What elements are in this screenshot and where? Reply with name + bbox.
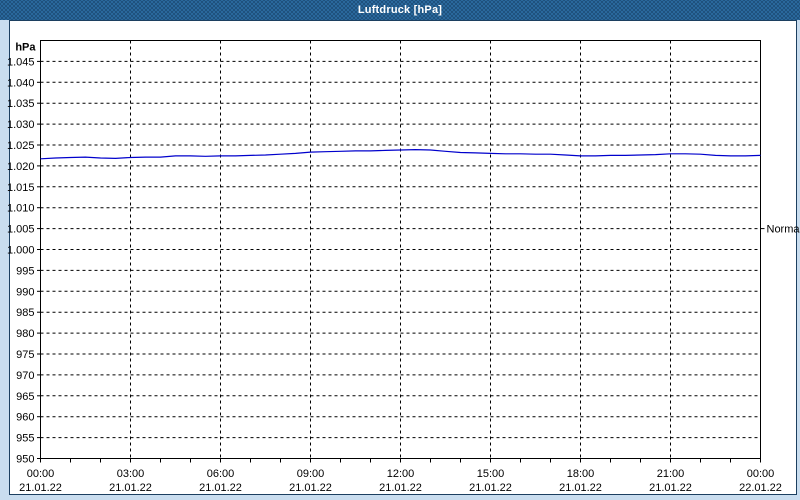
y-tick-label: 995 (16, 265, 34, 277)
x-tick-time-label: 15:00 (477, 468, 505, 480)
y-tick-label: 965 (16, 391, 34, 403)
y-tick-label: 990 (16, 286, 34, 298)
x-tick-time-label: 00:00 (747, 468, 775, 480)
y-tick-label: 1.010 (7, 203, 35, 215)
x-tick-date-label: 21.01.22 (559, 482, 602, 494)
x-tick-time-label: 00:00 (27, 468, 55, 480)
y-tick-label: 1.035 (7, 98, 35, 110)
normal-marker-label: Normal (767, 224, 800, 236)
x-tick-date-label: 22.01.22 (739, 482, 782, 494)
y-tick-label: 950 (16, 454, 34, 466)
y-tick-label: 985 (16, 307, 34, 319)
title-bar: Luftdruck [hPa] (0, 0, 800, 20)
y-tick-label: 955 (16, 433, 34, 445)
y-tick-label: 1.015 (7, 182, 35, 194)
y-tick-label: 1.020 (7, 161, 35, 173)
x-tick-time-label: 21:00 (657, 468, 685, 480)
x-tick-date-label: 21.01.22 (289, 482, 332, 494)
y-tick-label: 1.025 (7, 140, 35, 152)
x-tick-time-label: 12:00 (387, 468, 415, 480)
y-tick-label: 980 (16, 328, 34, 340)
y-tick-label: 970 (16, 370, 34, 382)
x-tick-time-label: 18:00 (567, 468, 595, 480)
x-tick-date-label: 21.01.22 (19, 482, 62, 494)
x-tick-date-label: 21.01.22 (649, 482, 692, 494)
x-tick-time-label: 09:00 (297, 468, 325, 480)
x-tick-time-label: 06:00 (207, 468, 235, 480)
y-tick-label: 1.005 (7, 224, 35, 236)
y-tick-label: 1.030 (7, 119, 35, 131)
x-tick-date-label: 21.01.22 (109, 482, 152, 494)
y-tick-label: 1.000 (7, 245, 35, 257)
y-tick-label: 1.045 (7, 56, 35, 68)
y-tick-label: 975 (16, 349, 34, 361)
x-tick-time-label: 03:00 (117, 468, 145, 480)
pressure-series-line (40, 148, 761, 160)
x-tick-date-label: 21.01.22 (469, 482, 512, 494)
y-tick-label: 1.040 (7, 77, 35, 89)
x-tick-date-label: 21.01.22 (379, 482, 422, 494)
y-axis-unit-label: hPa (15, 42, 36, 54)
y-tick-label: 960 (16, 412, 34, 424)
window-title: Luftdruck [hPa] (357, 4, 443, 16)
x-tick-date-label: 21.01.22 (199, 482, 242, 494)
